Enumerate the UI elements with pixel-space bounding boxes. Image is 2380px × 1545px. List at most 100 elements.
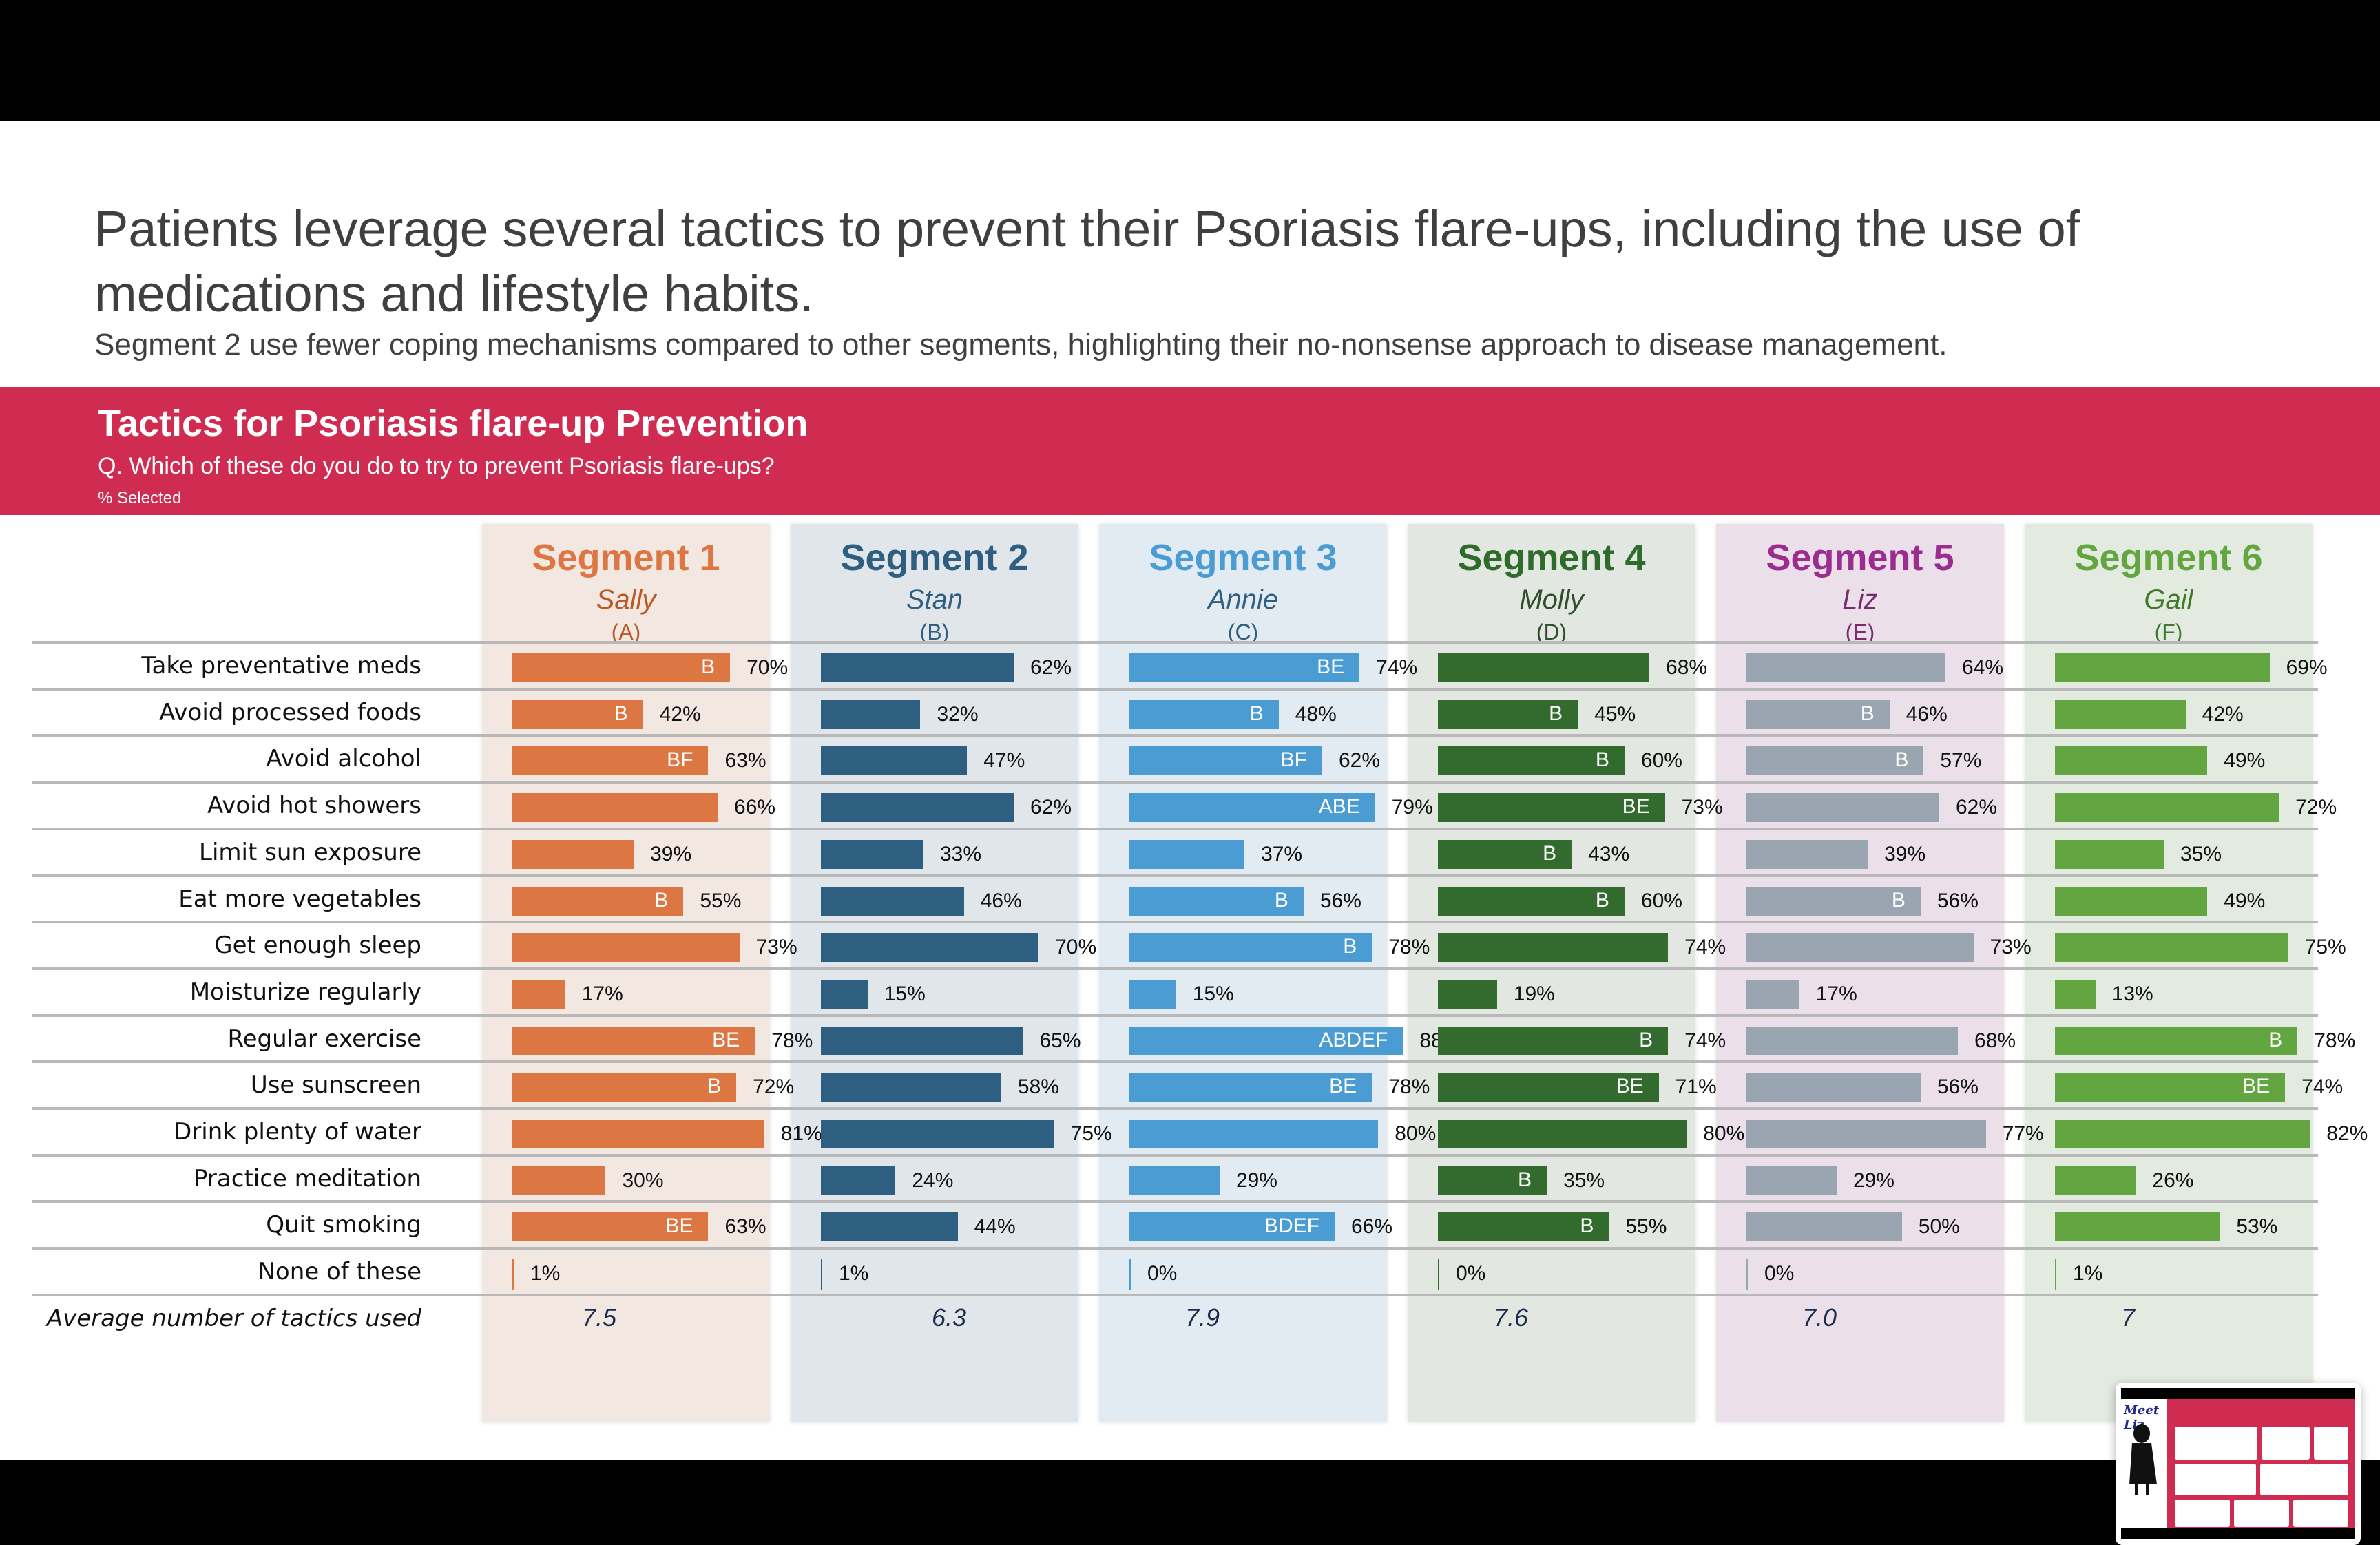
bar-value-label: 73% [755, 936, 797, 959]
bar [1438, 979, 1497, 1009]
significance-label: B [614, 702, 628, 725]
bar-value-label: 49% [2224, 889, 2266, 912]
bar [2055, 793, 2279, 823]
persona-thumbnail[interactable]: Meet Liz [2116, 1383, 2361, 1545]
bar-value-label: 50% [1918, 1215, 1960, 1239]
thumbnail-card [2293, 1500, 2348, 1527]
bar: B [1438, 839, 1572, 869]
bar-value-label: 55% [700, 889, 742, 912]
significance-label: B [1274, 888, 1288, 912]
bar: B [1129, 933, 1372, 963]
bar-value-label: 1% [2073, 1262, 2103, 1285]
bar: B [1438, 700, 1578, 729]
significance-label: B [707, 1075, 722, 1098]
average-value: 7.5 [581, 1303, 617, 1332]
bar: B [2055, 1026, 2298, 1055]
significance-label: B [1860, 702, 1875, 725]
significance-label: B [654, 888, 669, 912]
bar-value-label: 72% [2295, 796, 2337, 819]
segment-title: Segment 3 [1149, 537, 1337, 578]
bar: B [1129, 700, 1279, 729]
bar-value-label: 77% [2002, 1122, 2044, 1145]
bar [821, 1026, 1023, 1055]
segment-letter: (E) [1845, 620, 1875, 644]
average-value: 7 [2120, 1303, 2136, 1332]
bar [512, 793, 718, 823]
segment-header: Segment 6 Gail (F) [2025, 524, 2313, 645]
bar [512, 1166, 606, 1195]
bar [512, 979, 565, 1009]
significance-label: B [1343, 935, 1357, 958]
row-label: Eat more vegetables [178, 885, 421, 913]
row-divider [32, 1060, 2318, 1064]
bar [1746, 1026, 1959, 1055]
significance-label: B [1595, 748, 1609, 772]
bar [2055, 1166, 2136, 1195]
bar-value-label: 19% [1513, 982, 1555, 1005]
bar: B [512, 700, 643, 729]
row-label: Use sunscreen [250, 1071, 421, 1100]
bar-value-label: 66% [1351, 1215, 1393, 1239]
bar [821, 700, 921, 729]
bar-value-label: 29% [1852, 1168, 1894, 1192]
bar-value-label: 17% [581, 982, 623, 1005]
significance-label: BE [665, 1215, 693, 1238]
bar [1129, 839, 1245, 869]
segment-letter: (B) [919, 620, 950, 644]
segment-header: Segment 4 Molly (D) [1408, 524, 1695, 645]
bar [1438, 653, 1650, 682]
bar [1129, 1120, 1379, 1148]
bar [1746, 839, 1868, 869]
bar-value-label: 80% [1703, 1122, 1745, 1145]
segment-title: Segment 4 [1457, 537, 1646, 578]
bar-value-label: 65% [1039, 1029, 1081, 1052]
bar-value-label: 15% [884, 982, 926, 1005]
bar-value-label: 62% [1955, 796, 1997, 819]
bar-value-label: 1% [530, 1262, 561, 1285]
bar-value-label: 49% [2224, 749, 2266, 772]
bar [512, 933, 740, 963]
bar [1438, 1120, 1687, 1148]
significance-label: B [1894, 748, 1909, 772]
bar [821, 653, 1014, 682]
bar-value-label: 47% [983, 749, 1025, 772]
segment-letter: (F) [2154, 620, 2183, 644]
row-divider [32, 1247, 2318, 1250]
bar-value-label: 53% [2236, 1215, 2278, 1239]
row-divider [32, 1107, 2318, 1110]
thumbnail-card [2175, 1427, 2257, 1460]
bar-value-label: 78% [1388, 936, 1430, 959]
bar [821, 933, 1039, 963]
bar-value-label: 26% [2152, 1168, 2194, 1192]
row-divider [32, 967, 2318, 970]
row-divider [32, 1200, 2318, 1204]
bar [1746, 1259, 1748, 1290]
segment-header: Segment 1 Sally (A) [482, 524, 770, 645]
bar-value-label: 60% [1640, 889, 1682, 912]
bar-value-label: 48% [1295, 702, 1337, 726]
bar: B [1438, 886, 1625, 916]
segment-letter: (D) [1536, 620, 1567, 644]
bar [2055, 933, 2288, 963]
bar-value-label: 73% [1990, 936, 2032, 959]
bar-value-label: 15% [1192, 982, 1234, 1005]
significance-label: B [1249, 702, 1264, 725]
bar [2055, 1120, 2310, 1148]
significance-label: BE [1329, 1075, 1357, 1098]
bar [512, 1259, 514, 1290]
row-label: Avoid alcohol [266, 745, 421, 773]
thumbnail-frame: Meet Liz [2121, 1388, 2355, 1539]
bar [512, 1120, 764, 1148]
bar-value-label: 80% [1395, 1122, 1437, 1145]
thumbnail-card [2234, 1500, 2289, 1527]
segment-persona: Molly [1519, 585, 1584, 615]
bar: BF [1129, 746, 1322, 776]
row-divider [32, 781, 2318, 784]
thumbnail-page: Meet Liz [2121, 1399, 2355, 1528]
segment-persona: Gail [2144, 585, 2193, 615]
bar [2055, 1212, 2220, 1242]
significance-label: B [1518, 1168, 1532, 1191]
row-divider [32, 1293, 2318, 1296]
bar [821, 746, 968, 776]
bar-value-label: 70% [1055, 936, 1097, 959]
